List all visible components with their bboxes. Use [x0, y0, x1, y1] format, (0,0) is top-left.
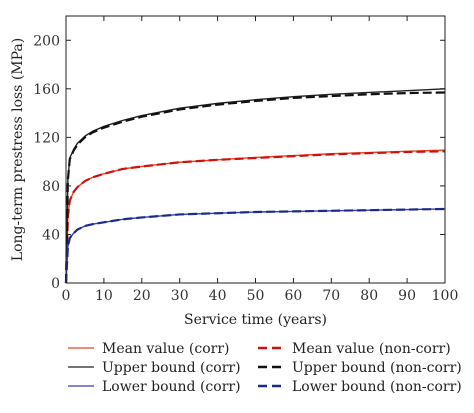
- plot-lines: [64, 88, 446, 284]
- y-tick-label: 120: [33, 130, 60, 146]
- legend-label: Upper bound (non-corr): [292, 360, 462, 376]
- x-tick-label: 30: [171, 288, 189, 304]
- legend-label: Upper bound (corr): [102, 360, 241, 376]
- x-axis-title: Service time (years): [184, 312, 327, 328]
- y-tick-label: 200: [33, 33, 60, 49]
- x-tick-label: 60: [284, 288, 302, 304]
- y-axis-title: Long-term prestress loss (MPa): [10, 38, 26, 261]
- axes: [65, 15, 446, 284]
- legend-label: Lower bound (non-corr): [292, 379, 462, 395]
- y-tick-label: 160: [33, 82, 60, 98]
- series-line-6: [64, 207, 446, 284]
- y-tick-label: 40: [42, 227, 60, 243]
- series-line-5: [64, 91, 446, 284]
- x-tick-label: 50: [247, 288, 265, 304]
- series-line-3: [65, 208, 446, 284]
- x-tick-label: 70: [322, 288, 340, 304]
- y-tick-label: 80: [42, 179, 60, 195]
- x-tick-label: 40: [209, 288, 227, 304]
- x-tick-label: 20: [133, 288, 151, 304]
- legend-label: Mean value (corr): [102, 341, 230, 357]
- x-tick-label: 0: [62, 288, 71, 304]
- legend: Mean value (corr) Upper bound (corr) Lower…: [68, 341, 462, 395]
- series-line-4: [64, 150, 446, 284]
- x-tick-label: 80: [360, 288, 378, 304]
- ticks: 0 10 20 30 40 50 60 70 80 90 100 0 40 80 120 160 200: [33, 16, 458, 304]
- legend-label: Lower bound (corr): [102, 379, 241, 395]
- legend-label: Mean value (non-corr): [292, 341, 451, 357]
- x-tick-label: 90: [398, 288, 416, 304]
- series-line-2: [65, 88, 446, 284]
- x-tick-label: 100: [432, 288, 459, 304]
- plot-frame: [65, 15, 446, 284]
- y-tick-label: 0: [51, 276, 60, 292]
- x-tick-label: 10: [95, 288, 113, 304]
